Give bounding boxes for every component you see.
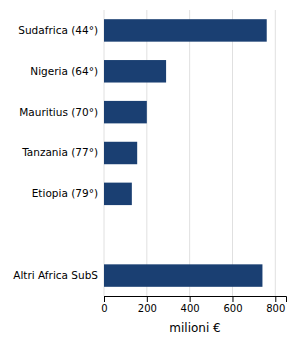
bar <box>104 19 267 41</box>
y-tick-label: Altri Africa SubS <box>13 269 98 281</box>
x-tick-mark <box>147 296 148 302</box>
y-tick-label: Mauritius (70°) <box>19 106 98 118</box>
y-tick: Etiopia (79°) <box>32 187 104 199</box>
bars <box>104 19 267 287</box>
x-tick-mark <box>232 296 233 302</box>
plot: 0 200 400 600 800 Sudafrica (44°) Nigeria (64°… <box>13 10 286 314</box>
y-tick: Mauritius (70°) <box>19 106 104 118</box>
x-tick-mark <box>104 296 105 302</box>
x-label: milioni € <box>169 321 220 335</box>
bar <box>104 142 137 164</box>
y-tick: Sudafrica (44°) <box>18 24 104 36</box>
grid-line <box>232 10 233 296</box>
x-tick: 200 <box>138 296 157 314</box>
x-tick: 800 <box>266 296 285 314</box>
x-tick: 400 <box>181 296 200 314</box>
x-tick-label: 0 <box>101 303 107 314</box>
x-axis-line <box>105 297 287 303</box>
y-tick: Tanzania (77°) <box>21 146 104 158</box>
x-axis: 0 200 400 600 800 <box>101 296 286 314</box>
x-tick-label: 200 <box>138 303 157 314</box>
y-axis: Sudafrica (44°) Nigeria (64°) Mauritius (7… <box>13 24 104 281</box>
y-tick-label: Nigeria (64°) <box>30 65 98 77</box>
y-tick: Altri Africa SubS <box>13 269 104 281</box>
x-tick: 0 <box>101 296 107 314</box>
x-tick-label: 800 <box>266 303 285 314</box>
x-tick-label: 400 <box>181 303 200 314</box>
x-tick-mark <box>275 296 276 302</box>
grid-line <box>275 10 276 296</box>
y-tick-label: Etiopia (79°) <box>32 187 98 199</box>
bar <box>104 60 166 82</box>
grid-line <box>189 10 190 296</box>
grid <box>104 10 275 296</box>
chart: 0 200 400 600 800 Sudafrica (44°) Nigeria (64°… <box>0 0 302 340</box>
y-tick-label: Tanzania (77°) <box>21 146 98 158</box>
bar <box>104 183 132 205</box>
bar <box>104 101 147 123</box>
bar <box>104 264 262 286</box>
x-tick-label: 600 <box>223 303 242 314</box>
x-tick-mark <box>190 296 191 302</box>
y-tick-label: Sudafrica (44°) <box>18 24 98 36</box>
y-tick: Nigeria (64°) <box>30 65 104 77</box>
grid-line <box>146 10 147 296</box>
x-tick: 600 <box>223 296 242 314</box>
